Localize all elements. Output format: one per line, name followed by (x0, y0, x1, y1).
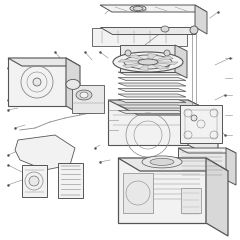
Polygon shape (100, 27, 195, 34)
Polygon shape (148, 54, 158, 60)
Polygon shape (100, 5, 207, 12)
Ellipse shape (164, 50, 170, 56)
Ellipse shape (150, 158, 174, 165)
Ellipse shape (125, 50, 131, 56)
Ellipse shape (130, 6, 146, 12)
Polygon shape (72, 85, 104, 113)
Polygon shape (118, 110, 186, 114)
Ellipse shape (191, 115, 197, 121)
Ellipse shape (161, 26, 169, 32)
Polygon shape (188, 100, 218, 160)
Ellipse shape (29, 176, 39, 186)
Ellipse shape (33, 78, 41, 86)
Polygon shape (123, 63, 141, 68)
Polygon shape (138, 65, 148, 71)
Polygon shape (118, 158, 206, 223)
Polygon shape (15, 135, 75, 170)
Polygon shape (226, 148, 236, 185)
Ellipse shape (76, 90, 92, 100)
Polygon shape (118, 94, 186, 97)
Polygon shape (118, 105, 186, 108)
Polygon shape (152, 64, 169, 69)
Polygon shape (58, 163, 83, 198)
Polygon shape (66, 58, 80, 114)
Polygon shape (8, 58, 80, 66)
Polygon shape (118, 100, 186, 102)
Polygon shape (108, 100, 218, 115)
Ellipse shape (133, 6, 143, 11)
Polygon shape (181, 188, 201, 213)
Polygon shape (175, 45, 187, 78)
Polygon shape (8, 58, 66, 106)
Polygon shape (118, 89, 186, 91)
Polygon shape (180, 105, 222, 143)
Ellipse shape (190, 26, 198, 34)
Polygon shape (156, 62, 178, 65)
Polygon shape (118, 59, 139, 62)
Polygon shape (108, 100, 188, 145)
Ellipse shape (113, 52, 183, 72)
Polygon shape (22, 165, 47, 197)
Ellipse shape (138, 59, 158, 65)
Ellipse shape (80, 92, 88, 98)
Polygon shape (92, 28, 187, 46)
Polygon shape (118, 72, 186, 75)
Ellipse shape (142, 156, 182, 168)
Ellipse shape (66, 79, 80, 90)
Polygon shape (155, 56, 173, 61)
Polygon shape (206, 158, 228, 236)
Ellipse shape (124, 55, 172, 69)
Ellipse shape (164, 61, 170, 67)
Polygon shape (178, 148, 236, 153)
Polygon shape (195, 5, 207, 34)
Ellipse shape (125, 61, 131, 67)
Polygon shape (118, 158, 228, 171)
Polygon shape (118, 83, 186, 86)
Polygon shape (127, 55, 144, 60)
Polygon shape (118, 78, 186, 80)
Polygon shape (178, 148, 226, 180)
Polygon shape (120, 45, 175, 72)
Polygon shape (123, 173, 153, 213)
